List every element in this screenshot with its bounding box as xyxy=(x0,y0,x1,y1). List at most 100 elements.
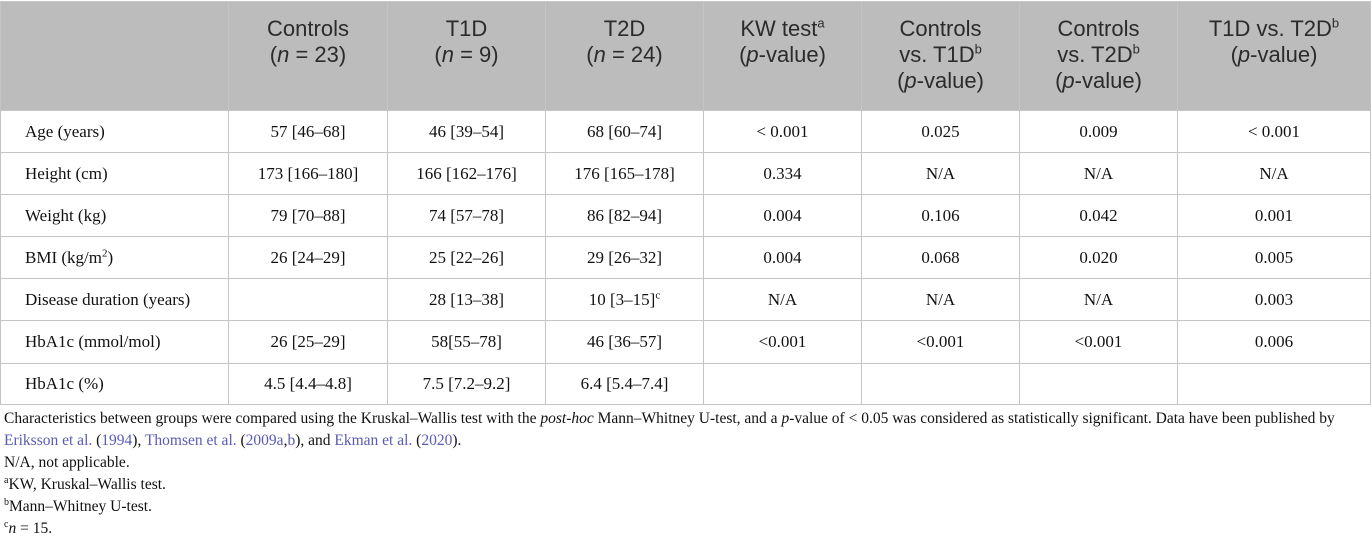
header-line: vs. T1Db xyxy=(862,42,1019,68)
cell-controls: 173 [166–180] xyxy=(228,152,388,195)
cell-controls xyxy=(228,278,388,321)
cell-controls-vs-t1d: 0.025 xyxy=(861,110,1020,153)
row-label-text: Weight (kg) xyxy=(25,205,107,225)
notes-text: -value of < 0.05 was considered as stati… xyxy=(789,410,1335,427)
header-line: (p-value) xyxy=(1020,68,1177,94)
cell-t1d: 25 [22–26] xyxy=(387,236,546,279)
row-label-text: Disease duration (years) xyxy=(25,289,191,309)
header-text: -value) xyxy=(1074,68,1142,93)
cell-controls-vs-t1d: <0.001 xyxy=(861,320,1020,364)
header-line: Controls xyxy=(229,16,387,42)
notes-text: post-hoc xyxy=(540,410,594,427)
cell-value: 0.009 xyxy=(1079,121,1118,141)
cell-kw-test: 0.004 xyxy=(703,194,862,237)
cell-controls-vs-t1d: N/A xyxy=(861,152,1020,195)
cell-value: 6.4 [5.4–7.4] xyxy=(580,374,669,393)
cell-controls-vs-t2d xyxy=(1019,363,1178,405)
cell-t2d: 86 [82–94] xyxy=(545,194,704,237)
header-text: Controls xyxy=(899,16,982,41)
header-line: T1D vs. T2Db xyxy=(1178,16,1370,42)
citation-link[interactable]: 2009a xyxy=(245,432,284,449)
cell-value: 0.004 xyxy=(763,247,802,267)
cell-value: 29 [26–32] xyxy=(586,247,663,267)
cell-kw-test: N/A xyxy=(703,278,862,321)
cell-value: 26 [24–29] xyxy=(270,247,346,267)
header-text: n xyxy=(277,42,290,67)
header-text: p xyxy=(904,68,917,93)
cell-controls-vs-t1d: 0.106 xyxy=(861,194,1020,237)
row-label: BMI (kg/m2) xyxy=(0,236,229,279)
header-text: n xyxy=(593,42,606,67)
header-text: p xyxy=(746,42,759,67)
citation-link[interactable]: 1994 xyxy=(101,432,133,449)
cell-value: < 0.001 xyxy=(756,121,809,141)
cell-controls: 4.5 [4.4–4.8] xyxy=(228,363,388,405)
header-text: ( xyxy=(434,42,442,67)
cell-t1d: 74 [57–78] xyxy=(387,194,546,237)
notes-text: ), and xyxy=(295,432,335,449)
citation-link[interactable]: 2020 xyxy=(421,432,453,449)
row-label-text: Age (years) xyxy=(25,121,105,141)
cell-controls-vs-t1d xyxy=(861,363,1020,405)
header-line: (p-value) xyxy=(1178,42,1370,68)
footnote-list: aKW, Kruskal–Wallis test. bMann–Whitney U… xyxy=(4,474,1370,540)
cell-value: 0.005 xyxy=(1254,247,1294,267)
header-text: -value) xyxy=(758,42,826,67)
citation-link[interactable]: Eriksson et al. xyxy=(4,432,93,449)
row-label: HbA1c (%) xyxy=(0,363,229,405)
cell-controls-vs-t1d: N/A xyxy=(861,278,1020,321)
cell-value: 68 [60–74] xyxy=(586,121,663,141)
cell-value: <0.001 xyxy=(1074,332,1123,351)
cell-value: 74 [57–78] xyxy=(428,205,505,225)
cell-t2d: 46 [36–57] xyxy=(545,320,704,364)
cell-value: 0.106 xyxy=(921,205,960,225)
header-line: (p-value) xyxy=(704,42,861,68)
notes-text: ( xyxy=(92,432,102,449)
cell-t2d: 68 [60–74] xyxy=(545,110,704,153)
cell-value: 26 [25–29] xyxy=(270,332,346,351)
table-row: Age (years) 57 [46–68] 46 [39–54] 68 [60–74… xyxy=(0,110,1371,153)
cell-controls: 79 [70–88] xyxy=(228,194,388,237)
header-text: ( xyxy=(1055,68,1063,93)
citation-link[interactable]: Thomsen et al. xyxy=(144,432,237,449)
cell-value: 25 [22–26] xyxy=(428,247,505,267)
footnote-text: KW, Kruskal–Wallis test. xyxy=(8,476,166,493)
cell-t2d: 29 [26–32] xyxy=(545,236,704,279)
cell-kw-test: <0.001 xyxy=(703,320,862,364)
footnote-text: = 15. xyxy=(16,520,53,537)
cell-value: 0.003 xyxy=(1254,289,1294,309)
footnote-a: aKW, Kruskal–Wallis test. xyxy=(4,474,1370,496)
header-row: Controls (n = 23) T1D (n = 9) T2D (n = 24) KW … xyxy=(0,1,1371,111)
header-line: KW testa xyxy=(704,16,861,42)
citation-link[interactable]: b xyxy=(287,432,296,449)
header-t1d-vs-t2d: T1D vs. T2Db (p-value) xyxy=(1177,1,1371,111)
footnote-marker: a xyxy=(4,474,9,486)
notes-text: , xyxy=(283,432,288,449)
row-label: Weight (kg) xyxy=(0,194,229,237)
citation-link[interactable]: Ekman et al. xyxy=(334,432,413,449)
footnote-marker: c xyxy=(4,518,9,530)
label-superscript: 2 xyxy=(101,246,108,259)
header-line: T2D xyxy=(546,16,703,42)
header-controls: Controls (n = 23) xyxy=(228,1,388,111)
notes-text: ( xyxy=(236,432,246,449)
cell-t2d: 176 [165–178] xyxy=(545,152,704,195)
footnote-italic: n xyxy=(8,520,17,537)
cell-t1d: 7.5 [7.2–9.2] xyxy=(387,363,546,405)
cell-t1d: 58[55–78] xyxy=(387,320,546,364)
notes-text: ). xyxy=(452,432,462,449)
header-text: T1D vs. T2D xyxy=(1208,16,1332,41)
characteristics-table: Controls (n = 23) T1D (n = 9) T2D (n = 24) KW … xyxy=(0,1,1371,405)
cell-controls-vs-t2d: 0.042 xyxy=(1019,194,1178,237)
header-text: KW test xyxy=(740,16,818,41)
header-text: n xyxy=(441,42,454,67)
header-text: vs. T2D xyxy=(1057,42,1133,67)
cell-value: N/A xyxy=(925,289,956,309)
cell-value: <0.001 xyxy=(758,332,807,351)
header-text: -value) xyxy=(916,68,984,93)
cell-kw-test: 0.004 xyxy=(703,236,862,279)
cell-t1d: 166 [162–176] xyxy=(387,152,546,195)
header-t2d: T2D (n = 24) xyxy=(545,1,704,111)
cell-value: 7.5 [7.2–9.2] xyxy=(422,374,511,393)
cell-value: 57 [46–68] xyxy=(270,121,346,141)
